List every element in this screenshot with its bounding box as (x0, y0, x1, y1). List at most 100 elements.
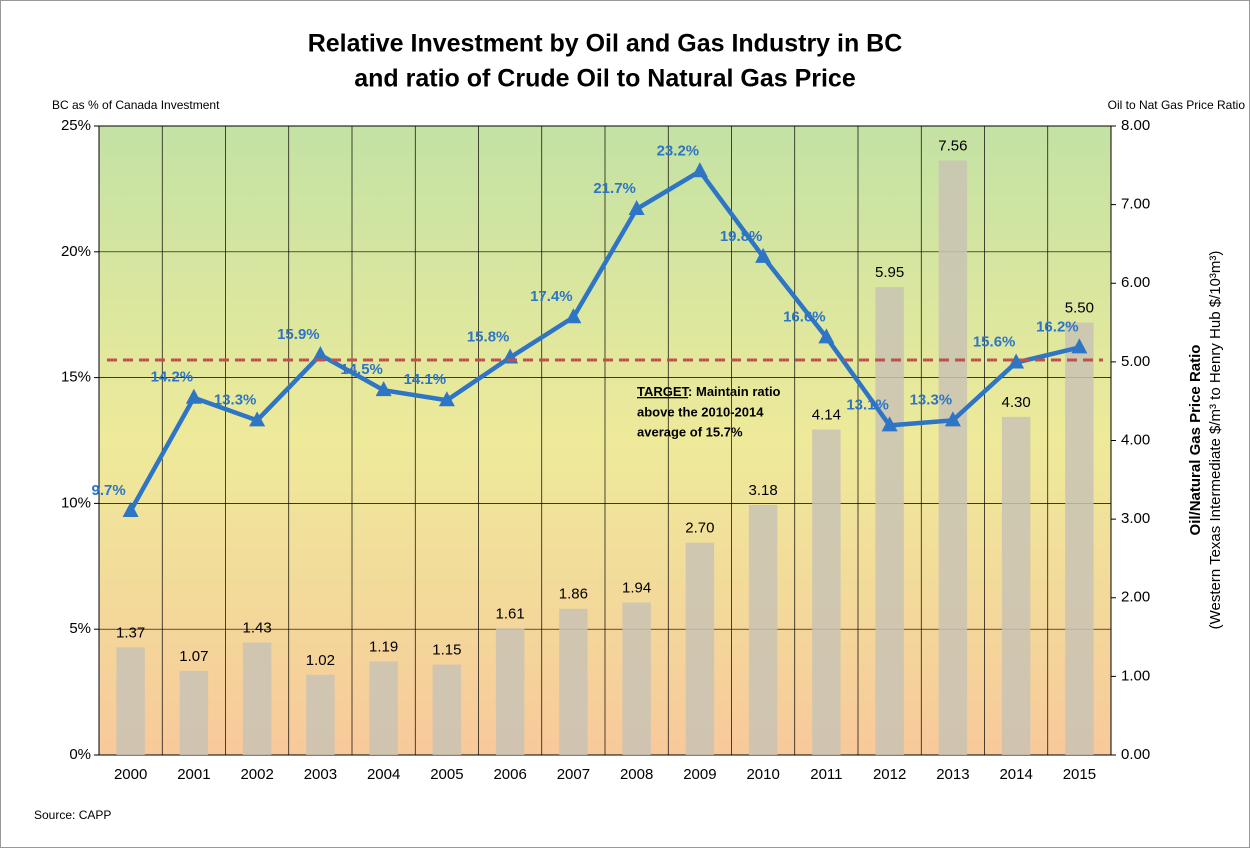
annotation-label: TARGET (637, 384, 690, 399)
bar-value-label: 2.70 (685, 520, 714, 537)
line-value-label: 14.2% (151, 369, 194, 386)
y2-tick-label: 4.00 (1121, 431, 1150, 448)
x-tick-label: 2010 (746, 766, 779, 783)
bar (812, 429, 841, 755)
y-tick-label: 5% (69, 620, 91, 637)
line-value-label: 19.8% (720, 228, 763, 245)
x-tick-label: 2003 (304, 766, 337, 783)
bar-value-label: 1.07 (179, 648, 208, 665)
line-marker (881, 416, 898, 432)
bar (875, 287, 904, 755)
line-marker (628, 200, 645, 216)
x-tick-label: 2013 (936, 766, 969, 783)
bar (748, 504, 778, 755)
line-marker (755, 247, 772, 263)
x-tick-label: 2014 (999, 766, 1032, 783)
line-value-label: 13.3% (214, 391, 257, 408)
y2-tick-label: 6.00 (1121, 274, 1150, 291)
y2-tick-label: 5.00 (1121, 353, 1150, 370)
line-value-label: 23.2% (657, 142, 700, 159)
x-tick-label: 2001 (177, 766, 210, 783)
line-value-label: 9.7% (92, 482, 126, 499)
x-tick-label: 2012 (873, 766, 906, 783)
x-tick-label: 2000 (114, 766, 147, 783)
line-value-label: 21.7% (593, 180, 636, 197)
bar (432, 664, 462, 755)
y2-tick-label: 2.00 (1121, 589, 1150, 606)
bar (938, 160, 968, 756)
bar (1065, 322, 1094, 755)
annotation-text: above the 2010-2014 (637, 404, 764, 419)
bar-value-label: 1.43 (243, 620, 272, 637)
bar-value-label: 3.18 (749, 482, 778, 499)
line-value-label: 15.9% (277, 326, 320, 343)
line-marker (691, 162, 708, 178)
y2-tick-label: 8.00 (1121, 117, 1150, 134)
line-marker (312, 345, 329, 361)
chart-title: Relative Investment by Oil and Gas Indus… (308, 30, 903, 58)
annotation: TARGET: Maintain ratio (637, 384, 781, 399)
plot-border (98, 125, 1112, 756)
y-tick-label: 15% (61, 369, 91, 386)
line-value-label: 16.2% (1036, 318, 1079, 335)
bar (685, 542, 715, 755)
y2-axis-title: Oil/Natural Gas Price Ratio (1187, 345, 1204, 536)
line-value-label: 14.5% (340, 361, 383, 378)
bar (306, 674, 335, 755)
y-axis-label: BC as % of Canada Investment (52, 98, 220, 112)
bar-value-label: 1.02 (306, 652, 335, 669)
line-marker (818, 328, 835, 344)
y-tick-label: 10% (61, 494, 91, 511)
x-tick-label: 2006 (493, 766, 526, 783)
y2-tick-label: 3.00 (1121, 510, 1150, 527)
line-marker (944, 411, 961, 427)
line-value-label: 15.6% (973, 333, 1016, 350)
bar-value-label: 4.14 (812, 406, 841, 423)
x-tick-label: 2002 (240, 766, 273, 783)
line-value-label: 17.4% (530, 288, 573, 305)
bar (179, 670, 209, 755)
x-tick-label: 2015 (1063, 766, 1096, 783)
bar-value-label: 1.61 (496, 605, 525, 622)
y-tick-label: 0% (69, 746, 91, 763)
x-tick-label: 2005 (430, 766, 463, 783)
x-tick-label: 2011 (810, 766, 842, 783)
source: Source: CAPP (34, 808, 111, 822)
x-tick-label: 2008 (620, 766, 653, 783)
annotation-text: : Maintain ratio (688, 384, 781, 399)
x-tick-label: 2007 (557, 766, 590, 783)
y2-axis-label: Oil to Nat Gas Price Ratio (1108, 98, 1246, 112)
line-value-label: 15.8% (467, 328, 510, 345)
x-tick-label: 2004 (367, 766, 400, 783)
line-marker (249, 411, 266, 427)
line-marker (185, 388, 202, 404)
y-tick-label: 20% (61, 243, 91, 260)
line-value-label: 14.1% (404, 371, 447, 388)
bar (242, 642, 272, 755)
line-marker (375, 381, 392, 397)
annotation-text: average of 15.7% (637, 424, 743, 439)
bar (622, 602, 651, 755)
bar-value-label: 5.50 (1065, 300, 1094, 317)
line-marker (438, 391, 455, 407)
y2-tick-label: 7.00 (1121, 196, 1150, 213)
bar-value-label: 1.94 (622, 579, 651, 596)
line-marker (122, 501, 139, 517)
bar (495, 628, 525, 755)
bar (559, 608, 588, 755)
line-marker (565, 308, 582, 324)
line-marker (1008, 353, 1025, 369)
y2-tick-label: 1.00 (1121, 667, 1150, 684)
bar-value-label: 5.95 (875, 264, 904, 281)
bar-value-label: 4.30 (1002, 394, 1031, 411)
x-tick-label: 2009 (683, 766, 716, 783)
bar-value-label: 1.15 (432, 642, 461, 659)
bar (116, 647, 145, 755)
line-value-label: 13.3% (910, 391, 953, 408)
y2-tick-label: 0.00 (1121, 746, 1150, 763)
bar-value-label: 1.19 (369, 638, 398, 655)
bar (369, 661, 398, 755)
bar (1001, 416, 1031, 755)
bar-value-label: 7.56 (938, 138, 967, 155)
